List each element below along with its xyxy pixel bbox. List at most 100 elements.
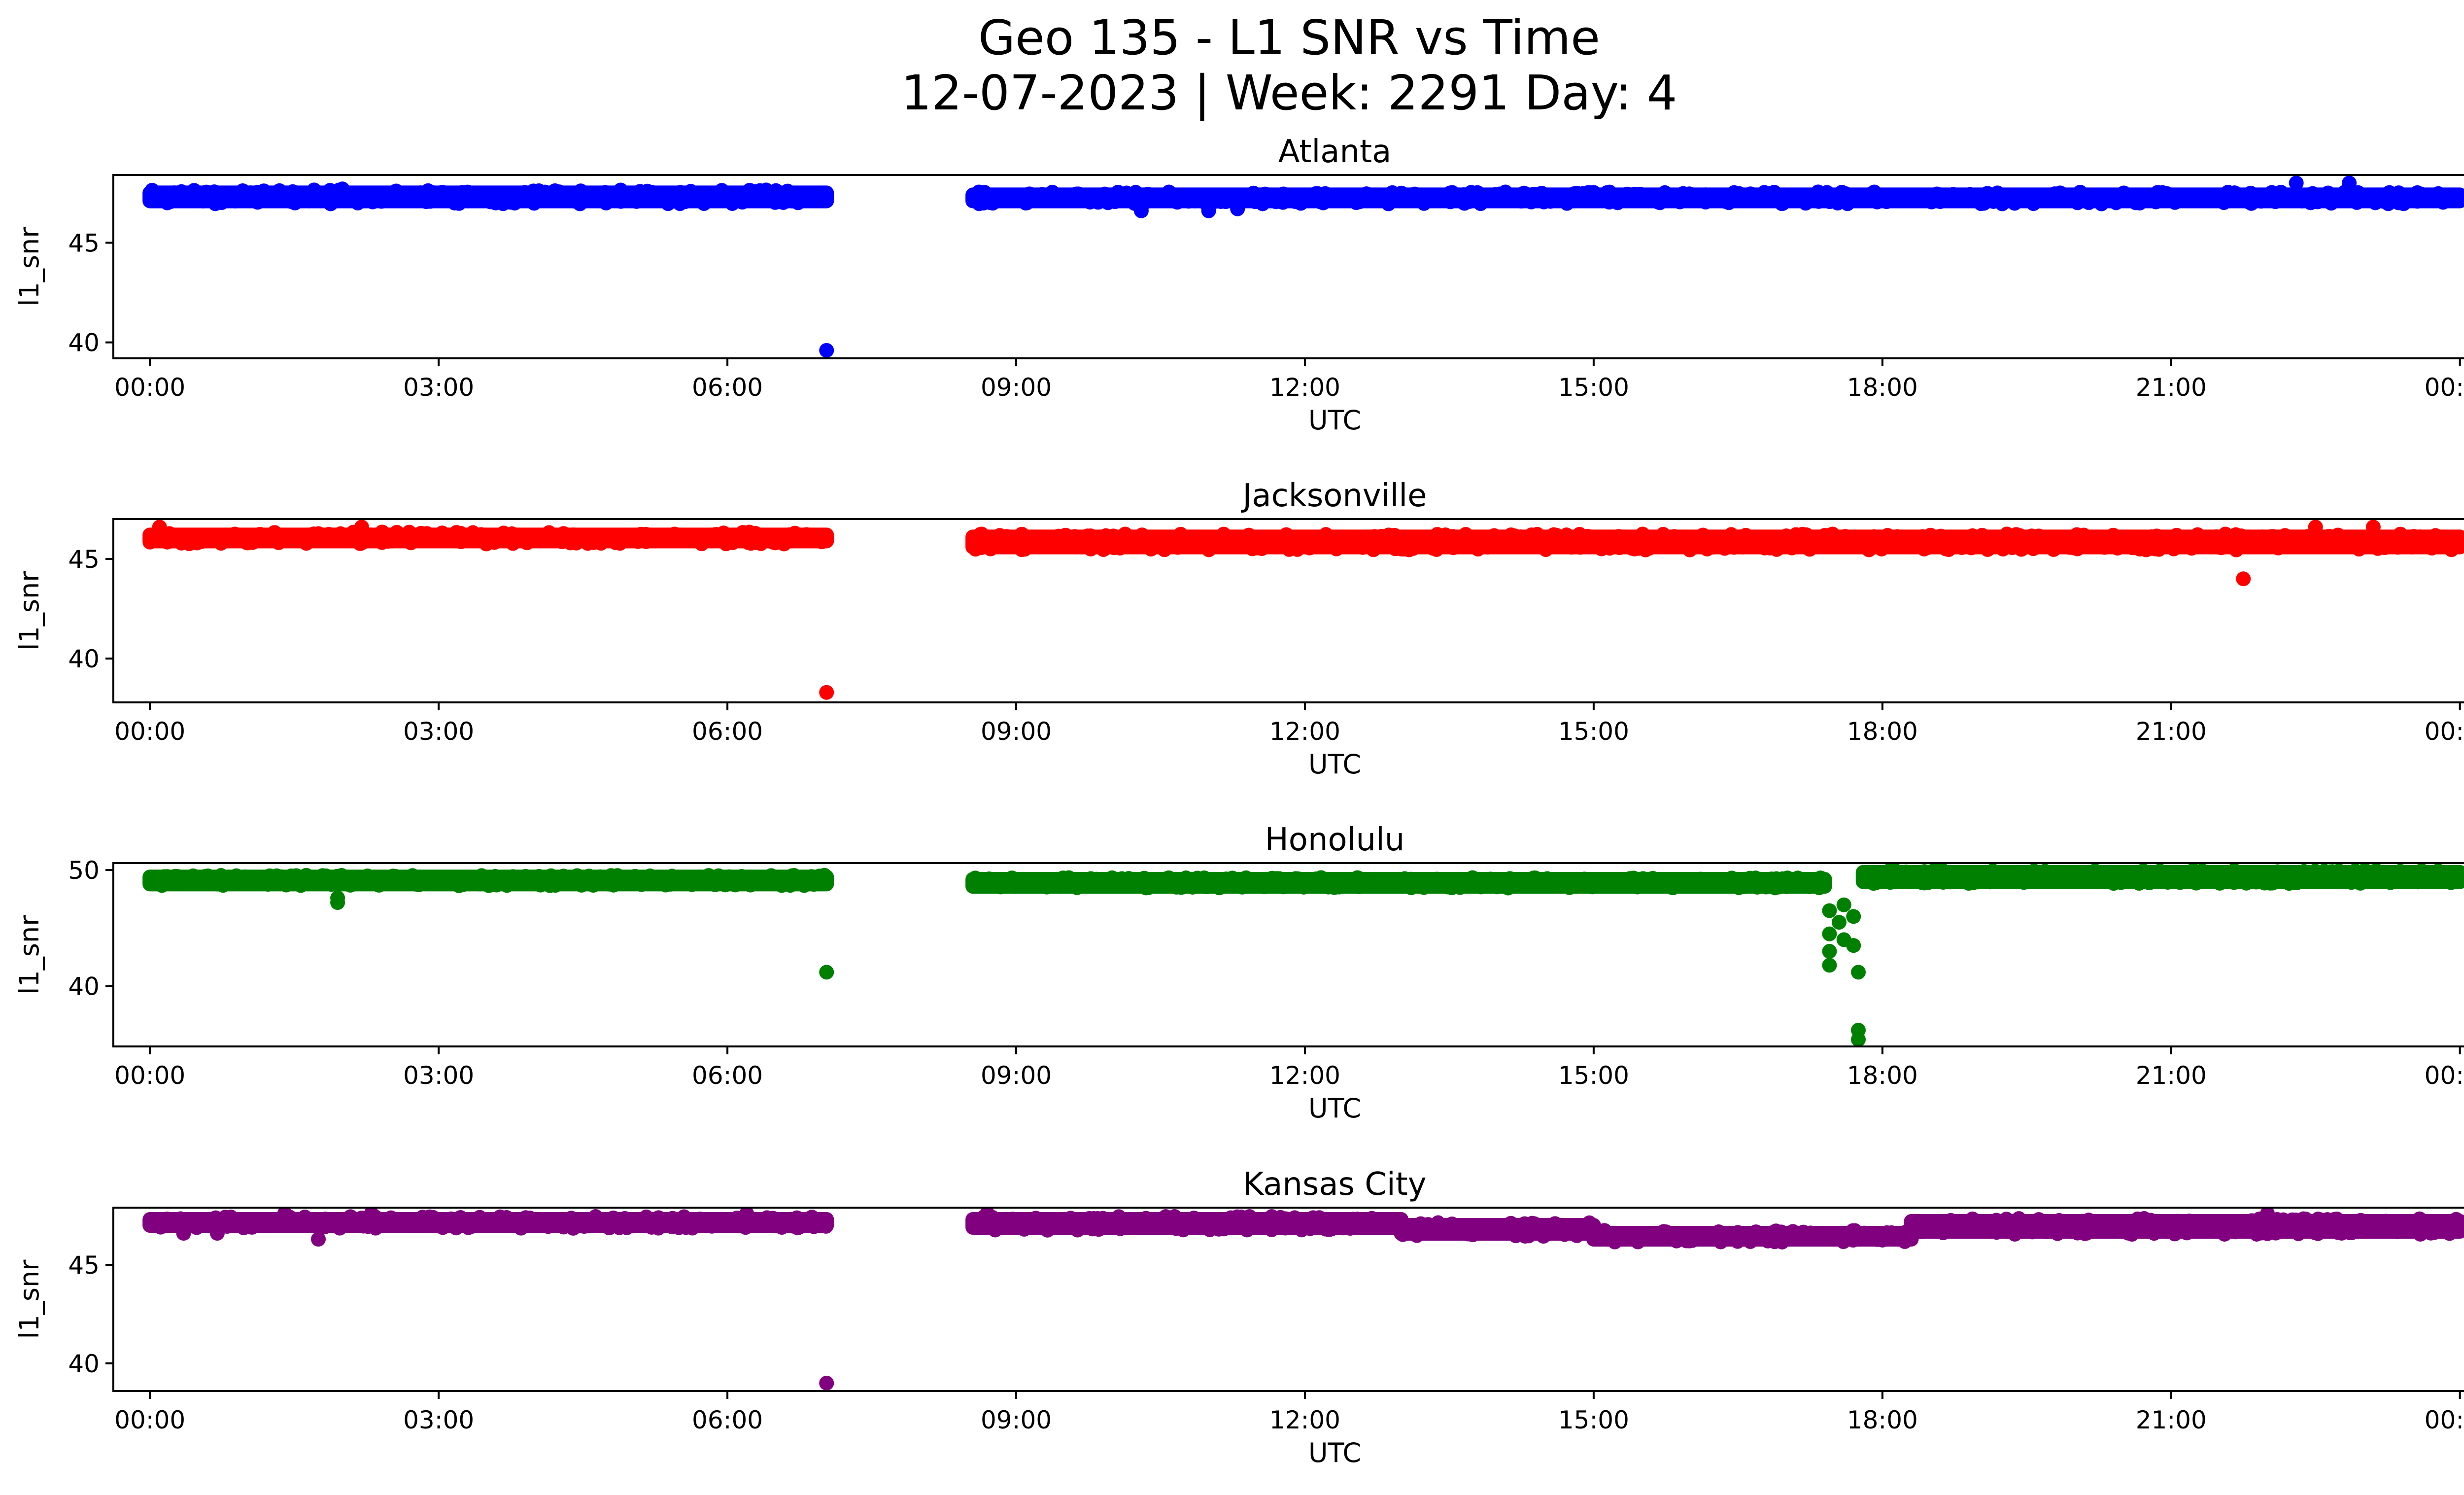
data-point (419, 194, 434, 209)
data-point (2243, 185, 2259, 201)
data-point (1293, 196, 1308, 211)
data-point (1700, 1232, 1715, 1247)
data-point (1487, 187, 1503, 202)
data-point (444, 1211, 459, 1226)
data-point (1822, 194, 1837, 209)
data-point (1157, 542, 1172, 557)
x-tick-label: 00:00 (114, 373, 185, 402)
data-point (1682, 542, 1698, 557)
data-point (1941, 542, 1956, 557)
data-point (451, 878, 467, 893)
data-point (1058, 527, 1073, 543)
data-point (1489, 1226, 1504, 1241)
data-point (1429, 871, 1444, 887)
data-point-outlier (739, 1208, 754, 1221)
data-point (968, 870, 983, 886)
data-point (565, 527, 581, 543)
data-point (1440, 879, 1455, 895)
data-point (580, 536, 595, 551)
data-point (526, 184, 541, 200)
y-axis-label: l1_snr (14, 571, 45, 651)
data-point (1128, 185, 1143, 200)
data-point (2011, 1211, 2026, 1226)
data-point (1769, 871, 1784, 886)
x-tick-label: 15:00 (1558, 373, 1629, 402)
data-point (515, 1219, 530, 1235)
data-point-outlier (1884, 863, 1900, 875)
data-point (704, 1218, 719, 1234)
data-point (999, 529, 1014, 544)
axes-frame (112, 1207, 2464, 1392)
data-point (2291, 1226, 2306, 1241)
data-point (343, 1209, 358, 1224)
data-point (2254, 1225, 2269, 1241)
data-point (2349, 195, 2364, 210)
data-point (1642, 541, 1657, 556)
data-point (585, 878, 601, 893)
data-point (1312, 870, 1328, 886)
data-point (774, 1220, 789, 1235)
data-point (2449, 1212, 2464, 1227)
data-point (1487, 528, 1502, 543)
data-point (1202, 1222, 1218, 1237)
subplot-1: Atlanta 00:00 03:00 06:00 09:00 12:00 15:00 18:… (14, 134, 2464, 436)
data-point (1069, 880, 1085, 895)
x-tick-label: 00:00 (114, 717, 185, 746)
data-point (2081, 1213, 2096, 1228)
x-tick-label: 09:00 (981, 1061, 1052, 1090)
data-point (1385, 185, 1400, 200)
data-point (634, 526, 649, 542)
data-point (185, 868, 201, 883)
data-point (1962, 187, 1978, 202)
x-tick-label: 21:00 (2136, 717, 2207, 746)
data-point (627, 869, 643, 884)
data-point (2358, 863, 2373, 878)
data-point (1022, 186, 1037, 202)
data-point (1143, 542, 1159, 557)
data-point (556, 1219, 571, 1235)
data-point (2016, 875, 2031, 890)
data-point (1054, 879, 1069, 894)
data-point (2393, 526, 2408, 542)
data-point (1239, 1222, 1255, 1238)
data-point (1255, 196, 1270, 211)
data-point (684, 877, 700, 892)
data-point (236, 1220, 251, 1235)
data-point (1965, 528, 1980, 543)
data-point (2442, 1226, 2457, 1241)
data-point (2378, 1214, 2394, 1229)
data-point (2428, 528, 2443, 543)
data-point (1980, 186, 1995, 201)
data-point (487, 535, 502, 550)
data-point (1632, 1233, 1647, 1249)
data-point (803, 1212, 819, 1227)
data-point (1134, 527, 1150, 543)
data-point (1100, 195, 1116, 210)
data-point (2012, 528, 2027, 543)
data-point (2159, 186, 2175, 201)
x-tick-label: 21:00 (2136, 373, 2207, 402)
data-point (1070, 1222, 1085, 1238)
data-point (658, 877, 674, 893)
data-point (2410, 874, 2426, 890)
data-point (160, 869, 175, 884)
data-point (1465, 1227, 1480, 1243)
data-point (974, 526, 989, 542)
data-point (1407, 186, 1422, 202)
data-point (533, 877, 548, 893)
data-point (2151, 542, 2166, 557)
data-point (1726, 540, 1742, 555)
data-point (317, 1219, 332, 1235)
x-tick-label: 15:00 (1558, 1406, 1629, 1434)
data-point (1796, 1224, 1811, 1240)
x-axis-label: UTC (1308, 405, 1361, 436)
data-point (2280, 1224, 2295, 1239)
data-point (1324, 879, 1339, 895)
data-point (676, 1209, 691, 1224)
data-point (2373, 874, 2388, 889)
data-point (1535, 186, 1550, 202)
data-point (250, 195, 265, 210)
data-point (235, 183, 250, 199)
data-point (2189, 875, 2204, 891)
